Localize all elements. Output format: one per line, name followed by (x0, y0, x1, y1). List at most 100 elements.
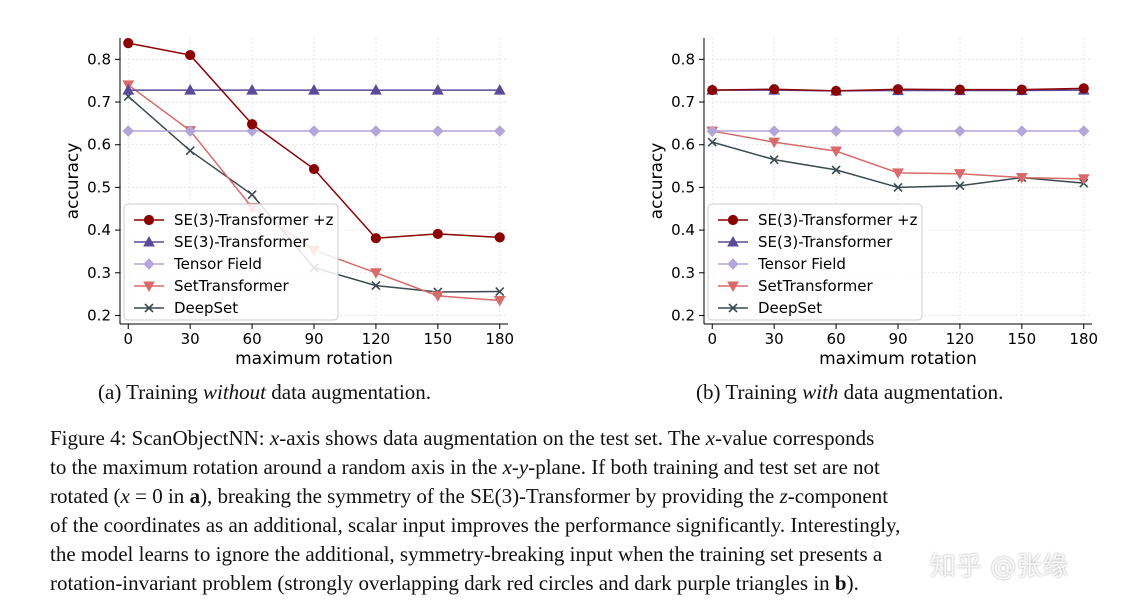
data-point (432, 125, 444, 137)
data-point (431, 84, 444, 95)
data-point (955, 181, 965, 191)
data-point (830, 146, 842, 158)
y-tick-label: 0.5 (87, 178, 111, 196)
x-tick-label: 150 (1008, 330, 1037, 348)
data-point (494, 232, 505, 243)
legend-item: Tensor Field (718, 255, 846, 273)
data-point (1016, 125, 1028, 137)
x-tick-label: 150 (424, 330, 453, 348)
x-tick-label: 180 (1069, 330, 1098, 348)
x-axis-label: maximum rotation (235, 349, 393, 369)
legend-marker (143, 214, 155, 226)
data-point (370, 233, 382, 244)
data-point (706, 125, 719, 137)
legend-marker (727, 258, 739, 270)
data-point (1016, 84, 1027, 95)
figure-caption: Figure 4: ScanObjectNN: x-axis shows dat… (50, 424, 1116, 598)
y-axis-label: accuracy (647, 143, 667, 220)
chart-svg-0: 0.2 0.3 0.4 0.5 0.6 0.7 0.8 0 30 60 90 120 150 180 max… (63, 38, 514, 369)
y-tick-label: 0.6 (87, 136, 111, 154)
data-point (308, 163, 320, 175)
y-tick-label: 0.6 (671, 136, 695, 154)
caption-line-2: to the maximum rotation around a random … (50, 455, 880, 479)
data-point (246, 119, 258, 130)
data-point (768, 137, 781, 149)
data-point (769, 84, 780, 95)
data-point (185, 49, 196, 61)
legend-item: SetTransformer (134, 277, 289, 295)
x-tick-label: 90 (304, 330, 323, 348)
y-tick-label: 0.2 (87, 306, 111, 324)
data-point (432, 228, 443, 240)
legend-label: SE(3)-Transformer (174, 233, 309, 251)
data-point (122, 125, 135, 137)
legend-item: SE(3)-Transformer (718, 233, 893, 251)
data-point (954, 169, 966, 180)
x-tick-label: 0 (123, 330, 133, 348)
series-line (712, 141, 1084, 189)
series-2 (706, 125, 1090, 137)
data-point (954, 125, 966, 137)
data-point (954, 84, 966, 95)
data-point (1078, 83, 1089, 94)
data-point (431, 291, 444, 302)
y-tick-label: 0.7 (671, 93, 695, 111)
legend-marker (727, 281, 739, 293)
legend-marker (727, 214, 739, 226)
data-point (493, 125, 506, 137)
chart-a: 0.2 0.3 0.4 0.5 0.6 0.7 0.8 0 30 60 90 120 150 180 max… (36, 28, 516, 376)
y-tick-label: 0.4 (87, 221, 111, 239)
series-0 (123, 38, 505, 244)
x-tick-label: 30 (181, 330, 200, 348)
legend-label: SE(3)-Transformer +z (758, 211, 918, 229)
legend-label: DeepSet (174, 299, 238, 317)
data-point (371, 281, 381, 291)
y-tick-label: 0.3 (87, 264, 111, 282)
data-point (185, 146, 195, 156)
legend-label: SE(3)-Transformer +z (174, 211, 334, 229)
legend-item: SE(3)-Transformer +z (718, 211, 918, 229)
y-tick-label: 0.3 (671, 264, 695, 282)
y-tick-label: 0.7 (87, 93, 111, 111)
legend-item: DeepSet (718, 299, 822, 317)
data-point (830, 85, 842, 97)
x-tick-label: 120 (362, 330, 391, 348)
y-tick-label: 0.5 (671, 178, 695, 196)
data-point (493, 295, 506, 307)
caption-line-3: rotated (x = 0 in a), breaking the symme… (50, 484, 889, 508)
data-point (831, 165, 841, 175)
y-tick-label: 0.4 (671, 221, 695, 239)
data-point (892, 84, 904, 95)
legend-label: DeepSet (758, 299, 822, 317)
data-point (1015, 173, 1028, 184)
data-point (1077, 125, 1090, 137)
data-point (768, 125, 780, 137)
y-tick-label: 0.2 (671, 306, 695, 324)
x-tick-label: 30 (765, 330, 784, 348)
data-point (707, 84, 718, 96)
data-point (495, 286, 505, 297)
data-point (493, 84, 506, 95)
data-point (122, 84, 135, 95)
series-3 (706, 126, 1090, 185)
x-axis-label: maximum rotation (819, 349, 977, 369)
data-point (769, 155, 779, 165)
series-0 (707, 83, 1089, 97)
x-tick-label: 0 (707, 330, 717, 348)
legend-marker (143, 281, 155, 293)
legend-item: SetTransformer (718, 277, 873, 295)
series-1 (122, 84, 506, 95)
legend-item: Tensor Field (134, 255, 262, 273)
data-point (370, 125, 382, 137)
data-point (370, 84, 382, 95)
data-point (1077, 174, 1090, 185)
legend-label: SE(3)-Transformer (758, 233, 893, 251)
x-tick-label: 60 (827, 330, 846, 348)
legend-marker (143, 258, 155, 270)
legend-label: Tensor Field (757, 255, 846, 273)
legend: SE(3)-Transformer +z SE(3)-Transformer Ten… (707, 203, 923, 321)
caption-line-6: rotation-invariant problem (strongly ove… (50, 571, 859, 595)
legend: SE(3)-Transformer +z SE(3)-Transformer Ten… (123, 203, 339, 321)
x-tick-label: 180 (485, 330, 514, 348)
data-point (308, 125, 320, 137)
